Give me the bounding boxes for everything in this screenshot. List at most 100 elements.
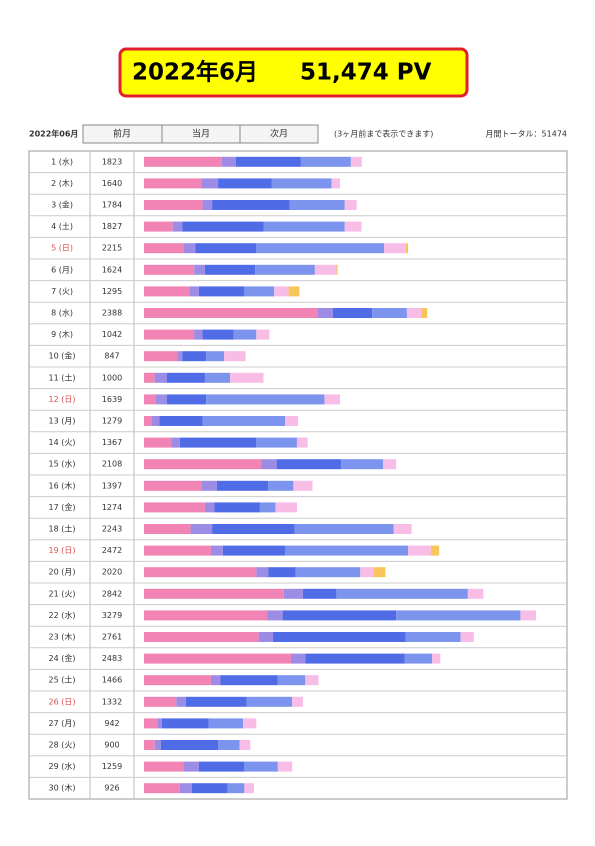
pv-value: 2472 xyxy=(102,546,122,555)
day-label: 8 (水) xyxy=(51,308,73,318)
bar-segment xyxy=(331,178,340,189)
pv-value: 2215 xyxy=(102,244,122,253)
bar-segment xyxy=(256,243,385,254)
bar-segment xyxy=(144,718,158,729)
bar-segment xyxy=(314,264,337,275)
day-label: 16 (木) xyxy=(49,480,76,490)
bar-segment xyxy=(268,567,296,578)
bar-segment xyxy=(277,761,293,772)
bar-segment xyxy=(233,329,257,340)
day-label: 1 (水) xyxy=(51,156,73,166)
bar-segment xyxy=(144,545,211,556)
bar-segment xyxy=(336,588,468,599)
bar-segment xyxy=(244,761,278,772)
day-label: 24 (金) xyxy=(49,653,76,663)
bar-segment xyxy=(300,156,351,167)
bar-segment xyxy=(159,416,203,426)
bar-segment xyxy=(194,329,203,340)
pv-value: 942 xyxy=(104,719,119,728)
pv-value: 1367 xyxy=(102,438,122,447)
bar-segment xyxy=(204,502,215,513)
pv-value: 1259 xyxy=(102,762,122,771)
day-label: 29 (水) xyxy=(49,761,76,771)
next-button[interactable] xyxy=(239,124,319,144)
bar-segment xyxy=(144,243,184,254)
bar-segment xyxy=(144,437,172,448)
bar-segment xyxy=(271,178,332,189)
bar-segment xyxy=(154,372,167,383)
day-label: 14 (火) xyxy=(49,438,76,447)
this-label[interactable]: 当月 xyxy=(192,128,210,140)
bar-segment xyxy=(144,351,178,362)
bar-segment xyxy=(214,502,260,513)
day-label: 2 (木) xyxy=(51,178,73,188)
pv-value: 2388 xyxy=(102,309,122,318)
day-label: 27 (月) xyxy=(49,719,76,728)
bar-segment xyxy=(144,653,291,664)
bar-segment xyxy=(293,480,313,491)
bar-segment xyxy=(144,200,203,210)
bar-segment xyxy=(332,308,373,318)
bar-segment xyxy=(185,696,247,707)
pv-value: 847 xyxy=(104,352,119,361)
pv-value: 1397 xyxy=(102,481,122,490)
bar-segment xyxy=(244,783,254,794)
bar-segment xyxy=(166,372,205,383)
bar-segment xyxy=(296,437,308,448)
bar-segment xyxy=(520,610,536,621)
pv-value: 1827 xyxy=(102,222,122,231)
bar-segment xyxy=(144,480,202,491)
bar-segment xyxy=(144,524,191,534)
bar-segment xyxy=(212,200,290,210)
bar-segment xyxy=(263,221,345,232)
day-label: 28 (火) xyxy=(49,741,76,750)
next-label[interactable]: 次月 xyxy=(270,128,288,140)
prev-label[interactable]: 前月 xyxy=(113,128,131,140)
current-month: 2022年06月 xyxy=(29,129,78,139)
pv-value: 926 xyxy=(104,784,119,793)
day-label: 22 (水) xyxy=(49,610,76,620)
bar-segment xyxy=(144,740,155,750)
day-label: 25 (土) xyxy=(49,675,76,685)
pv-value: 1000 xyxy=(102,373,122,382)
bar-segment xyxy=(154,740,161,750)
bar-segment xyxy=(172,221,183,232)
bar-segment xyxy=(227,783,245,794)
bar-segment xyxy=(144,675,211,686)
bar-segment xyxy=(283,588,303,599)
bar-segment xyxy=(467,588,484,599)
bar-segment xyxy=(218,178,272,189)
title-month: 2022年6月 xyxy=(132,59,258,86)
bar-segment xyxy=(302,588,337,599)
day-label: 9 (木) xyxy=(51,329,73,339)
bar-segment xyxy=(294,524,394,534)
pv-value: 2842 xyxy=(102,589,122,598)
title-box xyxy=(118,47,469,98)
bar-segment xyxy=(324,394,340,405)
bar-segment xyxy=(221,156,236,167)
bar-segment xyxy=(372,308,407,318)
pv-value: 1639 xyxy=(102,395,122,404)
bar-segment xyxy=(285,416,299,426)
bar-segment xyxy=(246,696,293,707)
pv-value: 2243 xyxy=(102,525,122,534)
bar-segment xyxy=(460,632,474,642)
bar-segment xyxy=(216,480,269,491)
bar-segment xyxy=(182,221,264,232)
pv-value: 2483 xyxy=(102,654,122,663)
day-label: 15 (水) xyxy=(49,459,76,469)
bar-segment xyxy=(189,286,199,297)
bar-segment xyxy=(144,502,205,513)
day-label: 11 (土) xyxy=(49,372,76,382)
bar-segment xyxy=(204,264,256,275)
day-label: 20 (月) xyxy=(49,568,76,577)
bar-segment xyxy=(267,610,283,621)
day-label: 19 (日) xyxy=(49,546,76,555)
bar-segment xyxy=(275,502,297,513)
bar-segment xyxy=(144,459,262,470)
bar-segment xyxy=(396,610,521,621)
pv-value: 1784 xyxy=(102,201,122,210)
bar-segment xyxy=(190,524,213,534)
bar-segment xyxy=(404,653,432,664)
